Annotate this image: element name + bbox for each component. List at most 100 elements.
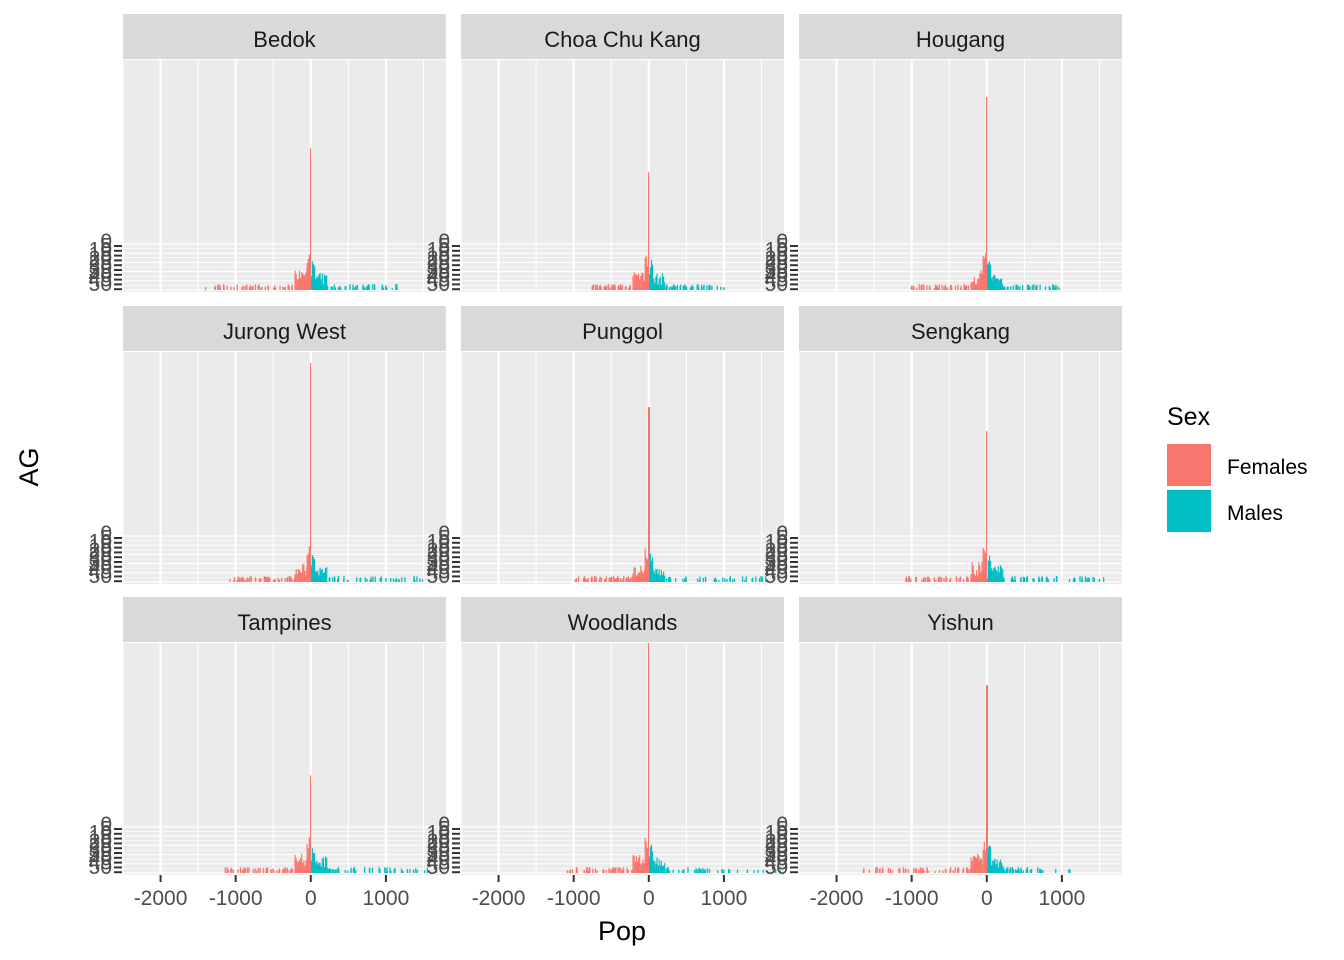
bar-female — [258, 578, 261, 582]
bar-female — [588, 867, 591, 873]
bar-female — [964, 285, 967, 290]
bar-female — [241, 577, 244, 582]
bar-male — [1017, 867, 1019, 873]
bar-male — [722, 577, 724, 582]
bar-female — [283, 287, 285, 290]
bar-female — [629, 577, 632, 582]
bar-female — [296, 279, 298, 290]
bar-male — [657, 865, 659, 873]
bar-female — [611, 285, 613, 290]
bar-female — [574, 579, 576, 582]
bar-female — [905, 868, 907, 873]
bar-male — [313, 852, 316, 873]
y-tick-label: 35 — [427, 260, 450, 283]
bar-male — [328, 869, 330, 873]
bar-female — [204, 287, 207, 290]
legend-title: Sex — [1167, 403, 1211, 431]
bar-female — [960, 287, 962, 290]
bar-female — [644, 257, 646, 290]
bar-female — [608, 577, 610, 582]
bar-female — [628, 287, 631, 290]
bar-male — [324, 276, 327, 290]
facet-strip — [799, 14, 1122, 59]
bar-female — [975, 570, 978, 582]
bar-female — [946, 577, 948, 582]
bar-male — [999, 565, 1002, 582]
bar-female — [604, 578, 606, 582]
y-tick-label: 40 — [427, 847, 450, 870]
bar-female — [272, 579, 275, 582]
bar-male — [723, 869, 725, 873]
bar-female — [305, 277, 307, 290]
bar-male — [355, 286, 357, 290]
y-tick-label: 20 — [89, 247, 112, 270]
bar-female — [915, 576, 918, 582]
bar-female — [628, 287, 630, 290]
facet-strip — [123, 14, 446, 59]
bar-male — [1058, 287, 1060, 290]
y-tick-label: 5 — [100, 234, 112, 257]
bar-male — [1015, 284, 1017, 290]
bar-female — [303, 564, 305, 582]
bar-male — [321, 858, 323, 873]
bar-female — [978, 855, 980, 873]
bar-female — [910, 285, 913, 290]
bar-male — [379, 577, 381, 582]
bar-female — [636, 861, 639, 873]
bar-female — [268, 578, 270, 582]
bar-female — [978, 562, 980, 582]
bar-male — [651, 264, 654, 290]
bar-male — [323, 572, 326, 582]
bar-female — [242, 285, 244, 290]
bar-male — [372, 284, 374, 290]
bar-male — [336, 579, 339, 582]
bar-male — [709, 285, 711, 290]
bar-male — [319, 273, 321, 290]
bar-male — [706, 868, 708, 873]
bar-male — [334, 577, 336, 582]
bar-male — [658, 278, 660, 290]
bar-male — [994, 858, 996, 873]
bar-female — [635, 274, 637, 290]
bar-male — [1009, 868, 1011, 873]
bar-male — [1020, 579, 1022, 582]
y-tick-label: 45 — [427, 561, 450, 584]
bar-male — [995, 569, 997, 582]
y-tick-label: 25 — [427, 544, 450, 567]
bar-male — [382, 287, 385, 290]
bar-female — [912, 286, 914, 290]
bar-female — [610, 869, 612, 873]
bar-female — [887, 867, 890, 873]
bar-female — [587, 577, 589, 582]
bar-male — [693, 869, 696, 873]
bar-male — [651, 851, 654, 873]
bar-male — [657, 284, 659, 290]
x-tick-label: -1000 — [885, 887, 939, 910]
bar-female — [299, 572, 302, 582]
bar-female — [586, 869, 588, 873]
bar-female — [959, 576, 962, 582]
bar-male — [654, 574, 656, 582]
bar-female — [977, 575, 979, 582]
bar-female — [229, 579, 231, 582]
bar-female — [634, 567, 636, 582]
bar-female — [224, 867, 227, 873]
bar-female — [616, 577, 619, 582]
bar-female — [963, 287, 965, 290]
y-tick-label: 10 — [765, 239, 788, 262]
bar-male — [1012, 869, 1015, 873]
bar-female — [952, 870, 955, 873]
y-tick-label: 5 — [438, 526, 450, 549]
bar-female — [962, 869, 964, 873]
bar-male — [708, 284, 710, 290]
bar-female — [301, 572, 303, 582]
bar-male — [415, 868, 417, 873]
bar-female — [929, 287, 931, 290]
bar-male — [315, 279, 317, 290]
bar-male — [650, 260, 653, 290]
bar-male — [324, 567, 327, 582]
bar-female — [288, 576, 290, 582]
bar-male — [1020, 870, 1023, 873]
bar-male — [312, 557, 315, 582]
bar-female — [599, 576, 601, 582]
